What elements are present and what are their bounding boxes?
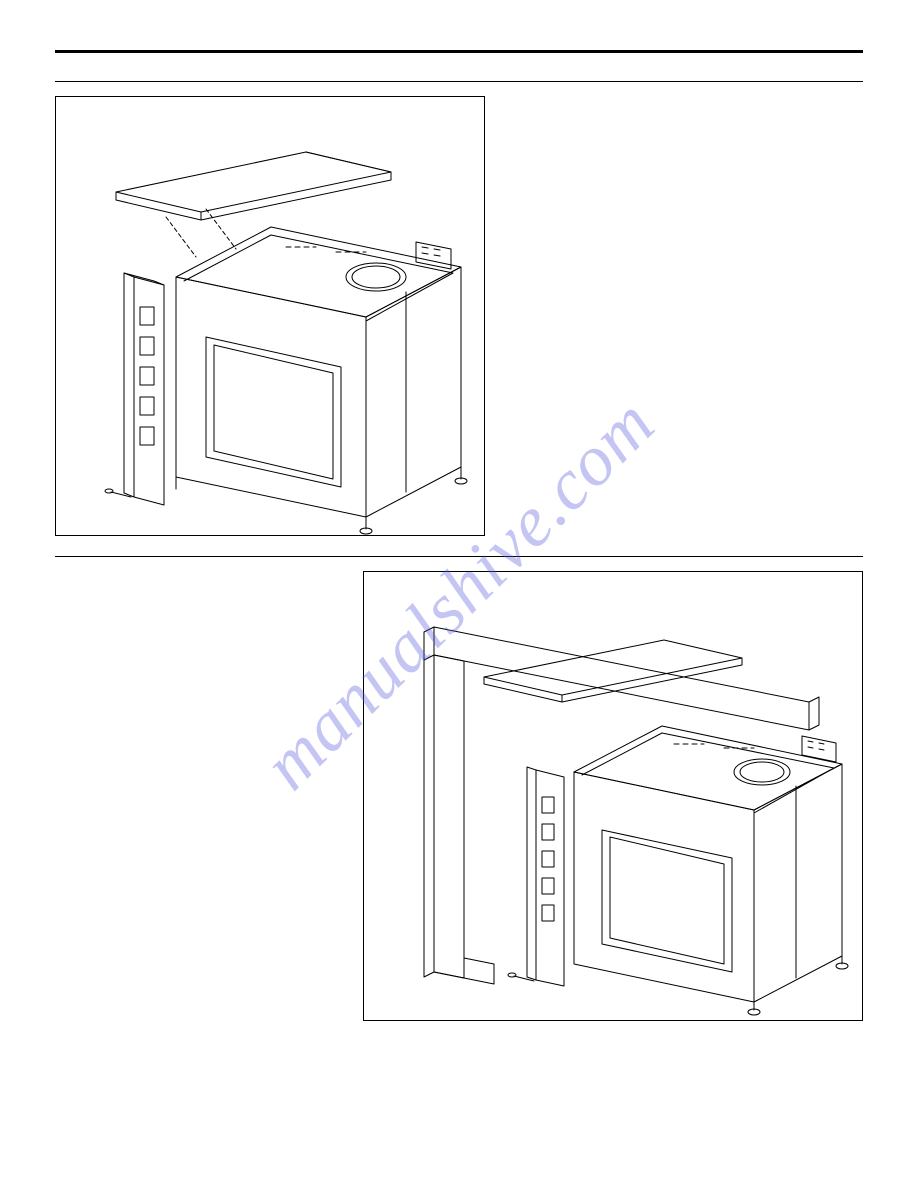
figure-row-1 (55, 96, 863, 536)
figure-1-box (55, 96, 485, 536)
section-rule (55, 556, 863, 557)
figure-1-drawing (56, 97, 486, 537)
figure-2-box (363, 571, 863, 1021)
header-rule-thick (55, 50, 863, 53)
header-rule-thin (55, 81, 863, 82)
figure-row-2 (55, 571, 863, 1021)
figure-2-drawing (364, 572, 864, 1022)
page: manualshive.com (0, 0, 918, 1188)
